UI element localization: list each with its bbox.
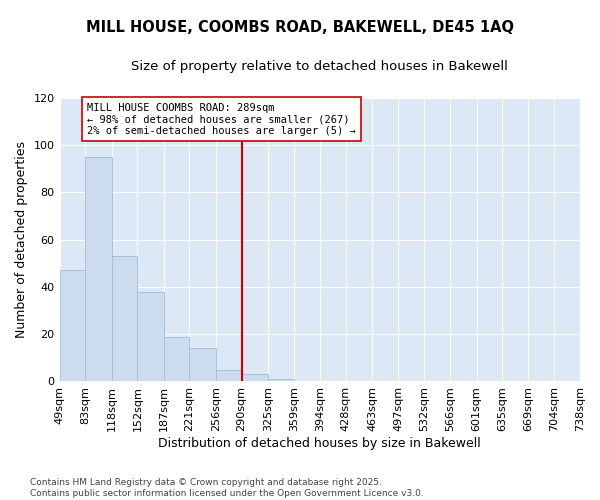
Text: Contains HM Land Registry data © Crown copyright and database right 2025.
Contai: Contains HM Land Registry data © Crown c… <box>30 478 424 498</box>
Bar <box>85 157 112 382</box>
Bar <box>112 256 137 382</box>
X-axis label: Distribution of detached houses by size in Bakewell: Distribution of detached houses by size … <box>158 437 481 450</box>
Text: MILL HOUSE, COOMBS ROAD, BAKEWELL, DE45 1AQ: MILL HOUSE, COOMBS ROAD, BAKEWELL, DE45 … <box>86 20 514 35</box>
Bar <box>164 336 190 382</box>
Y-axis label: Number of detached properties: Number of detached properties <box>15 141 28 338</box>
Bar <box>242 374 268 382</box>
Text: MILL HOUSE COOMBS ROAD: 289sqm
← 98% of detached houses are smaller (267)
2% of : MILL HOUSE COOMBS ROAD: 289sqm ← 98% of … <box>87 102 355 136</box>
Title: Size of property relative to detached houses in Bakewell: Size of property relative to detached ho… <box>131 60 508 73</box>
Bar <box>137 292 164 382</box>
Bar <box>59 270 85 382</box>
Bar <box>190 348 216 382</box>
Bar <box>216 370 242 382</box>
Bar <box>268 379 294 382</box>
